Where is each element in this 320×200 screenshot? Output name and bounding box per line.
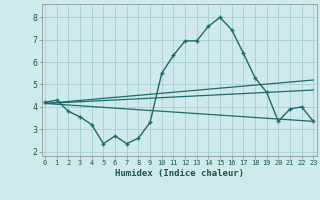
X-axis label: Humidex (Indice chaleur): Humidex (Indice chaleur) [115,169,244,178]
